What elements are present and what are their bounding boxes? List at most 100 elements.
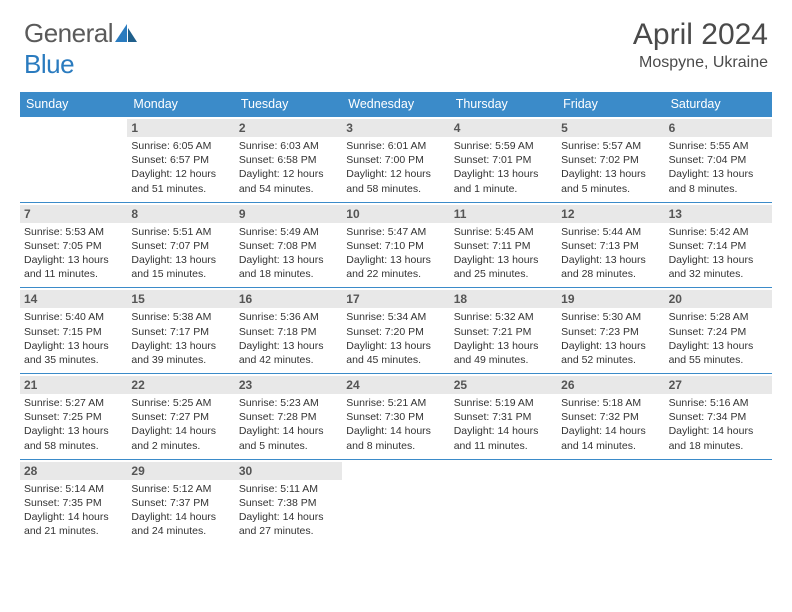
day-number	[665, 462, 772, 466]
day-detail-line: Sunset: 7:30 PM	[346, 410, 445, 424]
day-details: Sunrise: 5:18 AMSunset: 7:32 PMDaylight:…	[561, 396, 660, 453]
day-detail-line: and 22 minutes.	[346, 267, 445, 281]
day-cell: 19Sunrise: 5:30 AMSunset: 7:23 PMDayligh…	[557, 288, 664, 373]
day-detail-line: Sunrise: 5:28 AM	[669, 310, 768, 324]
day-details: Sunrise: 5:12 AMSunset: 7:37 PMDaylight:…	[131, 482, 230, 539]
day-detail-line: Daylight: 14 hours	[454, 424, 553, 438]
day-detail-line: Daylight: 14 hours	[131, 510, 230, 524]
day-detail-line: Sunrise: 5:21 AM	[346, 396, 445, 410]
day-detail-line: Sunrise: 6:03 AM	[239, 139, 338, 153]
day-detail-line: Daylight: 13 hours	[24, 424, 123, 438]
day-cell: 8 Sunrise: 5:51 AMSunset: 7:07 PMDaylight…	[127, 203, 234, 288]
logo-sail-icon	[115, 18, 137, 49]
day-number: 16	[235, 290, 342, 308]
day-details: Sunrise: 5:55 AMSunset: 7:04 PMDaylight:…	[669, 139, 768, 196]
logo-text: GeneralBlue	[24, 18, 137, 80]
day-number: 8	[127, 205, 234, 223]
day-detail-line: Daylight: 13 hours	[669, 339, 768, 353]
day-detail-line: Sunset: 6:57 PM	[131, 153, 230, 167]
day-number: 24	[342, 376, 449, 394]
day-detail-line: Sunrise: 5:30 AM	[561, 310, 660, 324]
weekday-header: Tuesday	[235, 92, 342, 116]
day-detail-line: Sunrise: 5:57 AM	[561, 139, 660, 153]
day-detail-line: and 14 minutes.	[561, 439, 660, 453]
day-detail-line: Sunset: 7:27 PM	[131, 410, 230, 424]
weekday-header: Sunday	[20, 92, 127, 116]
day-detail-line: Sunset: 7:15 PM	[24, 325, 123, 339]
week-row: 28Sunrise: 5:14 AMSunset: 7:35 PMDayligh…	[20, 459, 772, 545]
day-cell: 6Sunrise: 5:55 AMSunset: 7:04 PMDaylight…	[665, 117, 772, 202]
day-details: Sunrise: 5:51 AMSunset: 7:07 PMDaylight:…	[131, 225, 230, 282]
weeks-container: 1Sunrise: 6:05 AMSunset: 6:57 PMDaylight…	[20, 116, 772, 544]
day-details: Sunrise: 5:30 AMSunset: 7:23 PMDaylight:…	[561, 310, 660, 367]
day-detail-line: and 8 minutes.	[669, 182, 768, 196]
day-details: Sunrise: 5:16 AMSunset: 7:34 PMDaylight:…	[669, 396, 768, 453]
day-detail-line: and 11 minutes.	[454, 439, 553, 453]
day-detail-line: Sunrise: 5:44 AM	[561, 225, 660, 239]
day-cell	[20, 117, 127, 202]
day-details: Sunrise: 5:19 AMSunset: 7:31 PMDaylight:…	[454, 396, 553, 453]
day-cell: 3Sunrise: 6:01 AMSunset: 7:00 PMDaylight…	[342, 117, 449, 202]
day-number	[20, 119, 127, 123]
day-detail-line: and 49 minutes.	[454, 353, 553, 367]
day-details: Sunrise: 5:11 AMSunset: 7:38 PMDaylight:…	[239, 482, 338, 539]
day-detail-line: Sunset: 7:02 PM	[561, 153, 660, 167]
day-detail-line: Sunrise: 5:32 AM	[454, 310, 553, 324]
day-number: 10	[342, 205, 449, 223]
day-cell: 22Sunrise: 5:25 AMSunset: 7:27 PMDayligh…	[127, 374, 234, 459]
day-detail-line: Sunrise: 5:27 AM	[24, 396, 123, 410]
day-detail-line: and 11 minutes.	[24, 267, 123, 281]
day-detail-line: Sunset: 6:58 PM	[239, 153, 338, 167]
day-detail-line: and 8 minutes.	[346, 439, 445, 453]
week-row: 14Sunrise: 5:40 AMSunset: 7:15 PMDayligh…	[20, 287, 772, 373]
day-detail-line: Sunrise: 5:51 AM	[131, 225, 230, 239]
day-detail-line: Sunrise: 5:23 AM	[239, 396, 338, 410]
day-number: 22	[127, 376, 234, 394]
day-detail-line: Sunset: 7:32 PM	[561, 410, 660, 424]
day-detail-line: Daylight: 14 hours	[24, 510, 123, 524]
day-detail-line: Sunrise: 5:55 AM	[669, 139, 768, 153]
day-details: Sunrise: 6:01 AMSunset: 7:00 PMDaylight:…	[346, 139, 445, 196]
day-detail-line: Sunset: 7:14 PM	[669, 239, 768, 253]
day-detail-line: Daylight: 14 hours	[239, 424, 338, 438]
day-number: 23	[235, 376, 342, 394]
day-detail-line: Daylight: 14 hours	[131, 424, 230, 438]
day-detail-line: Sunset: 7:20 PM	[346, 325, 445, 339]
day-detail-line: Daylight: 12 hours	[239, 167, 338, 181]
day-detail-line: and 45 minutes.	[346, 353, 445, 367]
day-details: Sunrise: 5:34 AMSunset: 7:20 PMDaylight:…	[346, 310, 445, 367]
day-details: Sunrise: 5:36 AMSunset: 7:18 PMDaylight:…	[239, 310, 338, 367]
day-cell: 25Sunrise: 5:19 AMSunset: 7:31 PMDayligh…	[450, 374, 557, 459]
logo: GeneralBlue	[24, 18, 137, 80]
calendar: Sunday Monday Tuesday Wednesday Thursday…	[20, 92, 772, 544]
day-detail-line: and 2 minutes.	[131, 439, 230, 453]
day-detail-line: Daylight: 13 hours	[454, 253, 553, 267]
day-details: Sunrise: 5:27 AMSunset: 7:25 PMDaylight:…	[24, 396, 123, 453]
day-detail-line: Daylight: 13 hours	[239, 339, 338, 353]
day-detail-line: Daylight: 12 hours	[131, 167, 230, 181]
day-detail-line: and 55 minutes.	[669, 353, 768, 367]
day-details: Sunrise: 5:40 AMSunset: 7:15 PMDaylight:…	[24, 310, 123, 367]
day-detail-line: Sunset: 7:21 PM	[454, 325, 553, 339]
day-detail-line: Sunrise: 6:05 AM	[131, 139, 230, 153]
day-detail-line: Daylight: 12 hours	[346, 167, 445, 181]
day-detail-line: Daylight: 13 hours	[131, 339, 230, 353]
location-label: Mospyne, Ukraine	[633, 54, 768, 72]
day-number	[557, 462, 664, 466]
day-detail-line: Sunset: 7:38 PM	[239, 496, 338, 510]
day-detail-line: Sunrise: 5:19 AM	[454, 396, 553, 410]
weekday-header: Monday	[127, 92, 234, 116]
day-detail-line: Sunset: 7:37 PM	[131, 496, 230, 510]
day-cell: 17Sunrise: 5:34 AMSunset: 7:20 PMDayligh…	[342, 288, 449, 373]
day-cell	[665, 460, 772, 545]
day-detail-line: Sunrise: 5:47 AM	[346, 225, 445, 239]
day-details: Sunrise: 5:45 AMSunset: 7:11 PMDaylight:…	[454, 225, 553, 282]
day-detail-line: and 58 minutes.	[346, 182, 445, 196]
day-details: Sunrise: 5:59 AMSunset: 7:01 PMDaylight:…	[454, 139, 553, 196]
day-number: 27	[665, 376, 772, 394]
day-detail-line: Daylight: 13 hours	[454, 339, 553, 353]
day-details: Sunrise: 6:05 AMSunset: 6:57 PMDaylight:…	[131, 139, 230, 196]
day-details: Sunrise: 5:21 AMSunset: 7:30 PMDaylight:…	[346, 396, 445, 453]
day-cell: 24 Sunrise: 5:21 AMSunset: 7:30 PMDayligh…	[342, 374, 449, 459]
day-detail-line: Daylight: 13 hours	[346, 253, 445, 267]
